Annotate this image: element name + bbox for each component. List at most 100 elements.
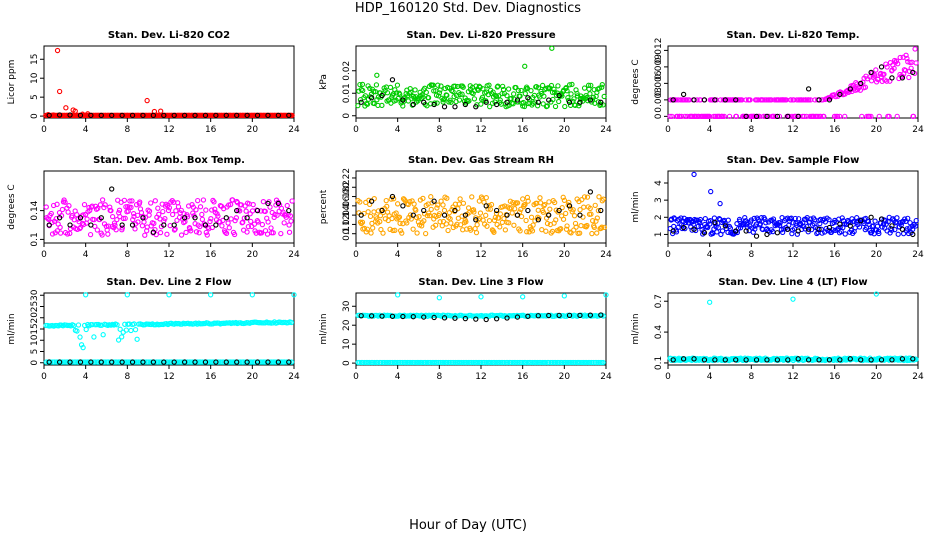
raw-point bbox=[883, 218, 889, 224]
x-tick-label: 20 bbox=[871, 125, 883, 135]
x-tick-label: 4 bbox=[707, 125, 713, 135]
y-tick-label: 0.7 bbox=[654, 294, 664, 308]
raw-point bbox=[504, 93, 510, 99]
raw-point bbox=[796, 216, 802, 222]
raw-point bbox=[289, 198, 295, 204]
raw-point bbox=[600, 313, 607, 319]
panel-8: Stan. Dev. Line 3 Flow ml/min 0 4 8 12 16 20 24 0… bbox=[319, 277, 612, 382]
raw-point bbox=[910, 113, 917, 120]
raw-point bbox=[175, 204, 182, 210]
raw-point bbox=[193, 229, 200, 235]
raw-point bbox=[413, 207, 419, 213]
raw-point bbox=[380, 230, 386, 236]
hourly-point bbox=[234, 207, 240, 214]
raw-point bbox=[63, 105, 69, 111]
raw-point bbox=[468, 227, 474, 233]
raw-point bbox=[408, 216, 414, 222]
raw-point bbox=[806, 97, 812, 103]
raw-point bbox=[584, 194, 591, 200]
raw-point bbox=[142, 232, 148, 238]
raw-point bbox=[54, 47, 61, 54]
outlier-point bbox=[717, 200, 723, 207]
raw-point bbox=[142, 214, 149, 221]
raw-point bbox=[288, 319, 295, 326]
raw-point bbox=[438, 83, 444, 89]
points bbox=[355, 45, 607, 110]
raw-point bbox=[129, 198, 135, 204]
x-tick-label: 0 bbox=[665, 250, 671, 260]
raw-point bbox=[487, 103, 493, 110]
raw-point bbox=[588, 211, 594, 217]
hourly-point bbox=[691, 356, 697, 362]
raw-point bbox=[502, 227, 509, 233]
hourly-point bbox=[858, 80, 864, 87]
hourly-point bbox=[889, 223, 895, 229]
outlier-point bbox=[873, 291, 879, 297]
raw-point bbox=[470, 207, 477, 213]
y-tick-label: 0.4 bbox=[654, 325, 664, 340]
raw-point bbox=[501, 359, 508, 366]
x-tick-label: 24 bbox=[912, 125, 924, 135]
x-tick-label: 4 bbox=[395, 125, 401, 135]
raw-point bbox=[141, 359, 148, 365]
raw-point bbox=[368, 230, 374, 236]
hourly-point bbox=[785, 226, 791, 232]
hourly-point bbox=[171, 222, 177, 228]
raw-point bbox=[477, 210, 484, 216]
raw-point bbox=[144, 97, 150, 104]
raw-point bbox=[546, 86, 552, 92]
hourly-point bbox=[805, 226, 812, 232]
hourly-point bbox=[379, 207, 385, 214]
raw-point bbox=[82, 359, 89, 365]
raw-point bbox=[714, 229, 720, 235]
raw-point bbox=[496, 359, 503, 366]
hourly-point bbox=[67, 359, 73, 365]
hourly-point bbox=[46, 112, 52, 118]
plot-frame bbox=[667, 292, 919, 366]
hourly-point bbox=[441, 212, 448, 218]
raw-point bbox=[394, 359, 400, 366]
raw-point bbox=[262, 359, 268, 365]
raw-point bbox=[251, 221, 258, 227]
raw-point bbox=[435, 359, 442, 366]
raw-point bbox=[357, 81, 363, 88]
y-tick-label: 10 bbox=[30, 72, 40, 84]
raw-point bbox=[83, 326, 89, 333]
raw-point bbox=[913, 356, 919, 363]
x-tick-label: 16 bbox=[829, 250, 841, 260]
raw-point bbox=[365, 209, 371, 215]
raw-point bbox=[552, 103, 559, 110]
raw-point bbox=[904, 226, 910, 232]
hourly-point bbox=[400, 313, 406, 320]
raw-point bbox=[905, 215, 911, 221]
raw-point bbox=[444, 195, 450, 201]
raw-point bbox=[436, 93, 442, 99]
raw-point bbox=[473, 230, 480, 236]
raw-point bbox=[512, 206, 518, 212]
x-tick-label: 24 bbox=[288, 372, 300, 382]
x-tick-label: 16 bbox=[205, 125, 217, 135]
raw-point bbox=[379, 102, 385, 109]
raw-point bbox=[549, 359, 555, 366]
raw-point bbox=[762, 216, 768, 222]
raw-point bbox=[520, 196, 526, 202]
hourly-point bbox=[504, 212, 510, 218]
x-tick-label: 16 bbox=[205, 250, 217, 260]
hourly-point bbox=[46, 222, 52, 228]
raw-point bbox=[517, 228, 523, 234]
raw-point bbox=[868, 113, 874, 120]
hourly-point bbox=[202, 112, 209, 118]
hourly-point bbox=[119, 112, 125, 118]
raw-point bbox=[390, 227, 396, 234]
raw-point bbox=[886, 113, 892, 120]
x-tick-label: 4 bbox=[707, 250, 713, 260]
panel-ylabel: ml/min bbox=[7, 313, 17, 344]
raw-point bbox=[220, 217, 226, 224]
hourly-point bbox=[556, 92, 562, 99]
raw-point bbox=[375, 208, 382, 214]
hourly-point bbox=[56, 112, 63, 118]
hourly-point bbox=[764, 113, 770, 120]
raw-point bbox=[562, 103, 568, 110]
raw-point bbox=[232, 217, 238, 224]
